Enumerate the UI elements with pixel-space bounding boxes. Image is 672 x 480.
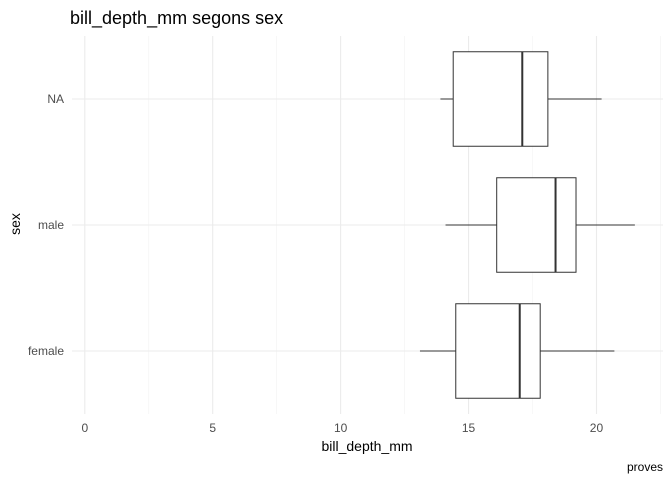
y-tick-label: male	[38, 218, 64, 232]
boxplot-male	[445, 177, 635, 273]
boxplot-series	[419, 51, 635, 399]
iqr-box	[452, 51, 549, 147]
x-tick-label: 10	[334, 421, 348, 435]
chart-title: bill_depth_mm segons sex	[70, 8, 283, 29]
y-tick-label: NA	[47, 92, 64, 106]
iqr-box	[455, 303, 541, 399]
y-axis-title: sex	[7, 213, 23, 235]
x-tick-label: 20	[590, 421, 604, 435]
x-tick-label: 5	[209, 421, 216, 435]
x-tick-labels: 0 5 10 15 20	[81, 421, 603, 435]
iqr-box	[496, 177, 577, 273]
y-tick-label: female	[28, 344, 64, 358]
x-tick-label: 15	[462, 421, 476, 435]
boxplot-na	[440, 51, 602, 147]
x-axis-title: bill_depth_mm	[321, 438, 412, 454]
y-tick-labels: female male NA	[28, 92, 64, 358]
boxplot-female	[419, 303, 615, 399]
x-tick-label: 0	[81, 421, 88, 435]
chart-caption: proves	[627, 460, 663, 474]
